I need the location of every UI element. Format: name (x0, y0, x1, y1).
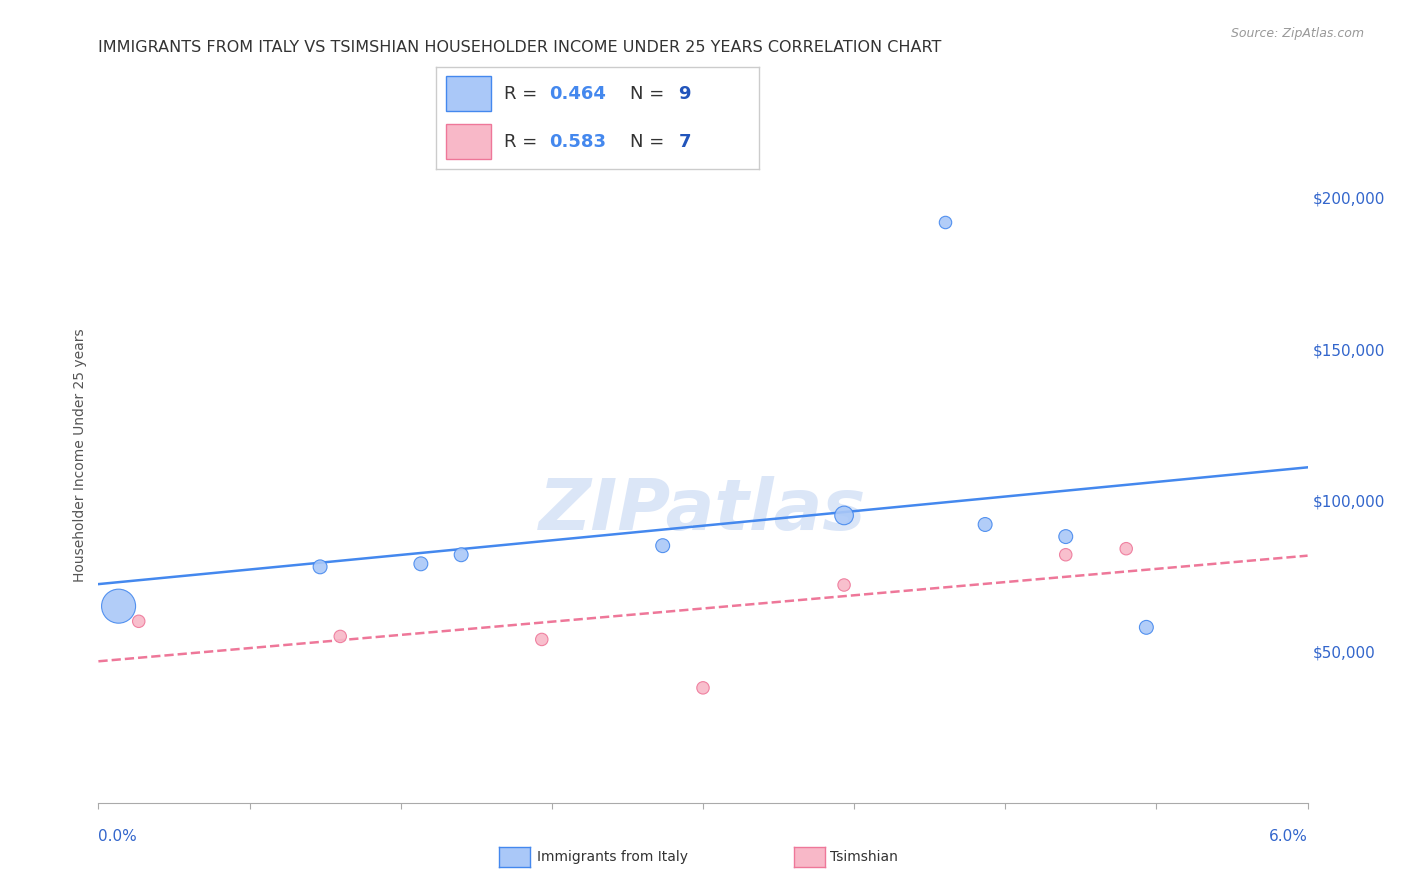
Point (651, 539, 673, 553)
Point (1115, 541, 1137, 556)
Text: 6.0%: 6.0% (1268, 830, 1308, 844)
Text: N =: N = (630, 133, 669, 151)
Text: ZIPatlas: ZIPatlas (540, 476, 866, 545)
Point (934, 215, 956, 229)
Text: 0.583: 0.583 (548, 133, 606, 151)
Text: 0.464: 0.464 (548, 85, 606, 103)
Text: 0.0%: 0.0% (98, 830, 138, 844)
Point (530, 632, 553, 647)
FancyBboxPatch shape (446, 76, 491, 111)
Text: Immigrants from Italy: Immigrants from Italy (537, 850, 688, 864)
Text: IMMIGRANTS FROM ITALY VS TSIMSHIAN HOUSEHOLDER INCOME UNDER 25 YEARS CORRELATION: IMMIGRANTS FROM ITALY VS TSIMSHIAN HOUSE… (98, 40, 942, 55)
Point (128, 615, 150, 629)
Y-axis label: Householder Income Under 25 years: Householder Income Under 25 years (73, 328, 87, 582)
Point (1135, 620, 1157, 634)
Point (309, 559, 332, 574)
Text: R =: R = (503, 85, 543, 103)
Point (692, 681, 714, 695)
Point (1054, 530, 1077, 544)
Point (832, 508, 855, 523)
Text: N =: N = (630, 85, 669, 103)
Text: 7: 7 (678, 133, 690, 151)
Text: 9: 9 (678, 85, 690, 103)
Text: R =: R = (503, 133, 543, 151)
Text: Tsimshian: Tsimshian (830, 850, 897, 864)
Point (974, 517, 997, 532)
Point (832, 578, 855, 592)
Point (329, 629, 352, 643)
Point (1054, 548, 1077, 562)
Text: Source: ZipAtlas.com: Source: ZipAtlas.com (1230, 27, 1364, 40)
Point (409, 557, 432, 571)
Point (450, 548, 472, 562)
Point (107, 599, 129, 614)
FancyBboxPatch shape (446, 124, 491, 159)
